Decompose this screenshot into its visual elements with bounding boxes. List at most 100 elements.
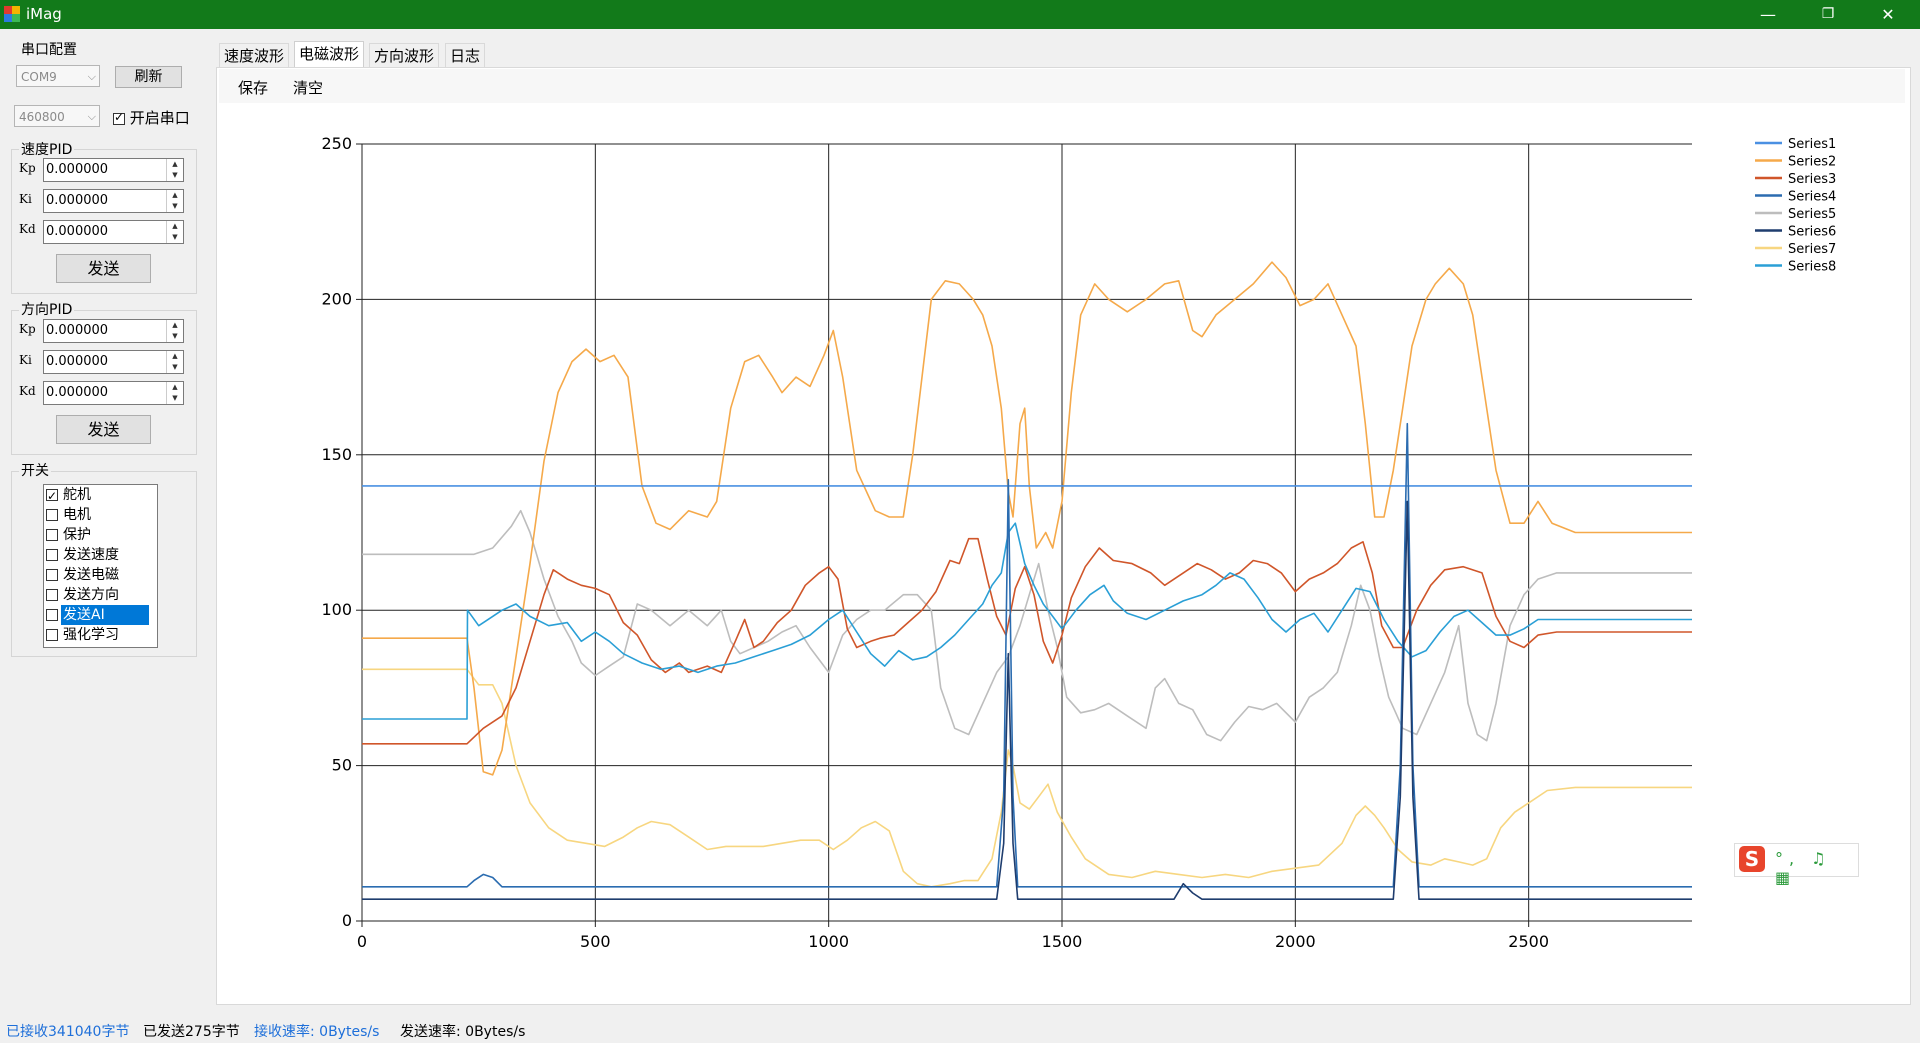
spinner-icon[interactable]: ▲ ▼: [166, 159, 183, 181]
rx-rate: 接收速率: 0Bytes/s: [254, 1024, 380, 1040]
close-button[interactable]: ✕: [1881, 5, 1895, 24]
dir-kd-value: 0.000000: [46, 385, 109, 400]
switch-item-label: 保护: [63, 527, 91, 543]
switch-item-label: 电机: [63, 507, 91, 523]
baud-value: 460800: [19, 110, 65, 124]
dir-ki-label: Ki: [19, 353, 32, 367]
spinner-icon[interactable]: ▲ ▼: [166, 382, 183, 404]
checkbox-icon[interactable]: [46, 486, 58, 506]
x-tick-label: 1000: [808, 932, 849, 951]
switch-item[interactable]: 发送速度: [46, 545, 154, 565]
tab-log[interactable]: 日志: [445, 43, 486, 68]
dir-pid-title: 方向PID: [19, 299, 75, 319]
dir-kp-input[interactable]: 0.000000 ▲ ▼: [43, 319, 184, 343]
switches-title: 开关: [19, 460, 51, 480]
legend-label: Series6: [1788, 225, 1836, 240]
speed-send-button[interactable]: 发送: [56, 254, 151, 283]
tab-em-wave[interactable]: 电磁波形: [294, 41, 365, 69]
y-tick-label: 250: [321, 134, 352, 153]
chevron-down-icon: ⌵: [87, 110, 96, 123]
status-bar: 已接收341040字节 已发送275字节 接收速率: 0Bytes/s 发送速率…: [0, 1017, 1920, 1043]
switch-item[interactable]: 舵机: [46, 485, 154, 506]
port-value: COM9: [21, 70, 57, 84]
x-tick-label: 0: [357, 932, 367, 951]
y-tick-label: 100: [321, 600, 352, 619]
tab-dir-wave[interactable]: 方向波形: [369, 43, 440, 68]
switch-item[interactable]: 发送方向: [46, 585, 154, 605]
switch-item[interactable]: 强化学习: [46, 625, 154, 645]
speed-ki-value: 0.000000: [46, 193, 109, 208]
sogou-logo-icon: S: [1739, 846, 1765, 872]
minimize-button[interactable]: —: [1760, 5, 1776, 24]
spinner-icon[interactable]: ▲ ▼: [166, 320, 183, 342]
y-tick-label: 50: [332, 756, 352, 775]
chart-panel: [216, 67, 1911, 1005]
spinner-icon[interactable]: ▲ ▼: [166, 351, 183, 373]
toolbar: [219, 69, 1905, 103]
speed-ki-input[interactable]: 0.000000 ▲ ▼: [43, 189, 184, 213]
app-icon: [4, 6, 20, 22]
legend-label: Series4: [1788, 190, 1836, 205]
switches-group: [11, 471, 197, 657]
dir-send-button[interactable]: 发送: [56, 415, 151, 444]
speed-kp-input[interactable]: 0.000000 ▲ ▼: [43, 158, 184, 182]
window-title: iMag: [26, 5, 62, 23]
switch-item[interactable]: 发送电磁: [46, 565, 154, 585]
tab-speed-wave[interactable]: 速度波形: [219, 43, 290, 68]
speed-kd-input[interactable]: 0.000000 ▲ ▼: [43, 220, 184, 244]
speed-ki-label: Ki: [19, 192, 32, 206]
legend-label: Series5: [1788, 207, 1836, 222]
checkbox-icon[interactable]: [46, 629, 58, 641]
open-port-checkbox[interactable]: 开启串口: [113, 107, 190, 128]
chevron-down-icon: ⌵: [87, 70, 96, 83]
series-line-series4: [362, 422, 1692, 888]
switch-item-label: 发送电磁: [63, 567, 119, 583]
speed-pid-title: 速度PID: [19, 139, 75, 159]
tx-rate: 发送速率: 0Bytes/s: [400, 1024, 526, 1040]
speed-pid-group: [11, 149, 197, 294]
legend-label: Series3: [1788, 172, 1836, 187]
checkbox-icon[interactable]: [46, 529, 58, 541]
x-tick-label: 2000: [1275, 932, 1316, 951]
spinner-icon[interactable]: ▲ ▼: [166, 221, 183, 243]
dir-ki-value: 0.000000: [46, 354, 109, 369]
switch-item[interactable]: 保护: [46, 525, 154, 545]
dir-pid-group: [11, 310, 197, 455]
y-tick-label: 200: [321, 289, 352, 308]
y-tick-label: 150: [321, 445, 352, 464]
dir-ki-input[interactable]: 0.000000 ▲ ▼: [43, 350, 184, 374]
legend-label: Series2: [1788, 155, 1836, 170]
switch-item[interactable]: 电机: [46, 505, 154, 525]
dir-kd-input[interactable]: 0.000000 ▲ ▼: [43, 381, 184, 405]
checkbox-icon[interactable]: [46, 549, 58, 561]
dir-kp-value: 0.000000: [46, 323, 109, 338]
checkbox-icon[interactable]: [46, 569, 58, 581]
spinner-icon[interactable]: ▲ ▼: [166, 190, 183, 212]
checkbox-icon[interactable]: [46, 589, 58, 601]
checkbox-icon[interactable]: [46, 509, 58, 521]
clear-button[interactable]: 清空: [293, 79, 324, 97]
save-button[interactable]: 保存: [238, 79, 269, 97]
legend-label: Series8: [1788, 260, 1836, 275]
checkbox-icon[interactable]: [46, 609, 58, 621]
speed-kd-value: 0.000000: [46, 224, 109, 239]
x-tick-label: 1500: [1042, 932, 1083, 951]
ime-status-icons: °, ♫ ▦: [1775, 849, 1832, 887]
maximize-button[interactable]: ❐: [1821, 6, 1835, 22]
sent-bytes: 已发送275字节: [143, 1024, 240, 1040]
speed-kp-value: 0.000000: [46, 162, 109, 177]
serial-group-title: 串口配置: [19, 39, 79, 59]
baud-select[interactable]: 460800 ⌵: [14, 105, 100, 127]
switch-item[interactable]: 发送AI: [46, 605, 154, 625]
ime-toolbar[interactable]: S °, ♫ ▦: [1734, 843, 1859, 887]
series-line-series7: [362, 668, 1692, 888]
legend-label: Series7: [1788, 242, 1836, 257]
refresh-button[interactable]: 刷新: [115, 66, 182, 88]
checkbox-icon: [113, 110, 125, 125]
port-select[interactable]: COM9 ⌵: [16, 65, 100, 87]
switch-item-label: 舵机: [63, 487, 91, 503]
dir-kd-label: Kd: [19, 384, 36, 398]
speed-kp-label: Kp: [19, 161, 36, 175]
